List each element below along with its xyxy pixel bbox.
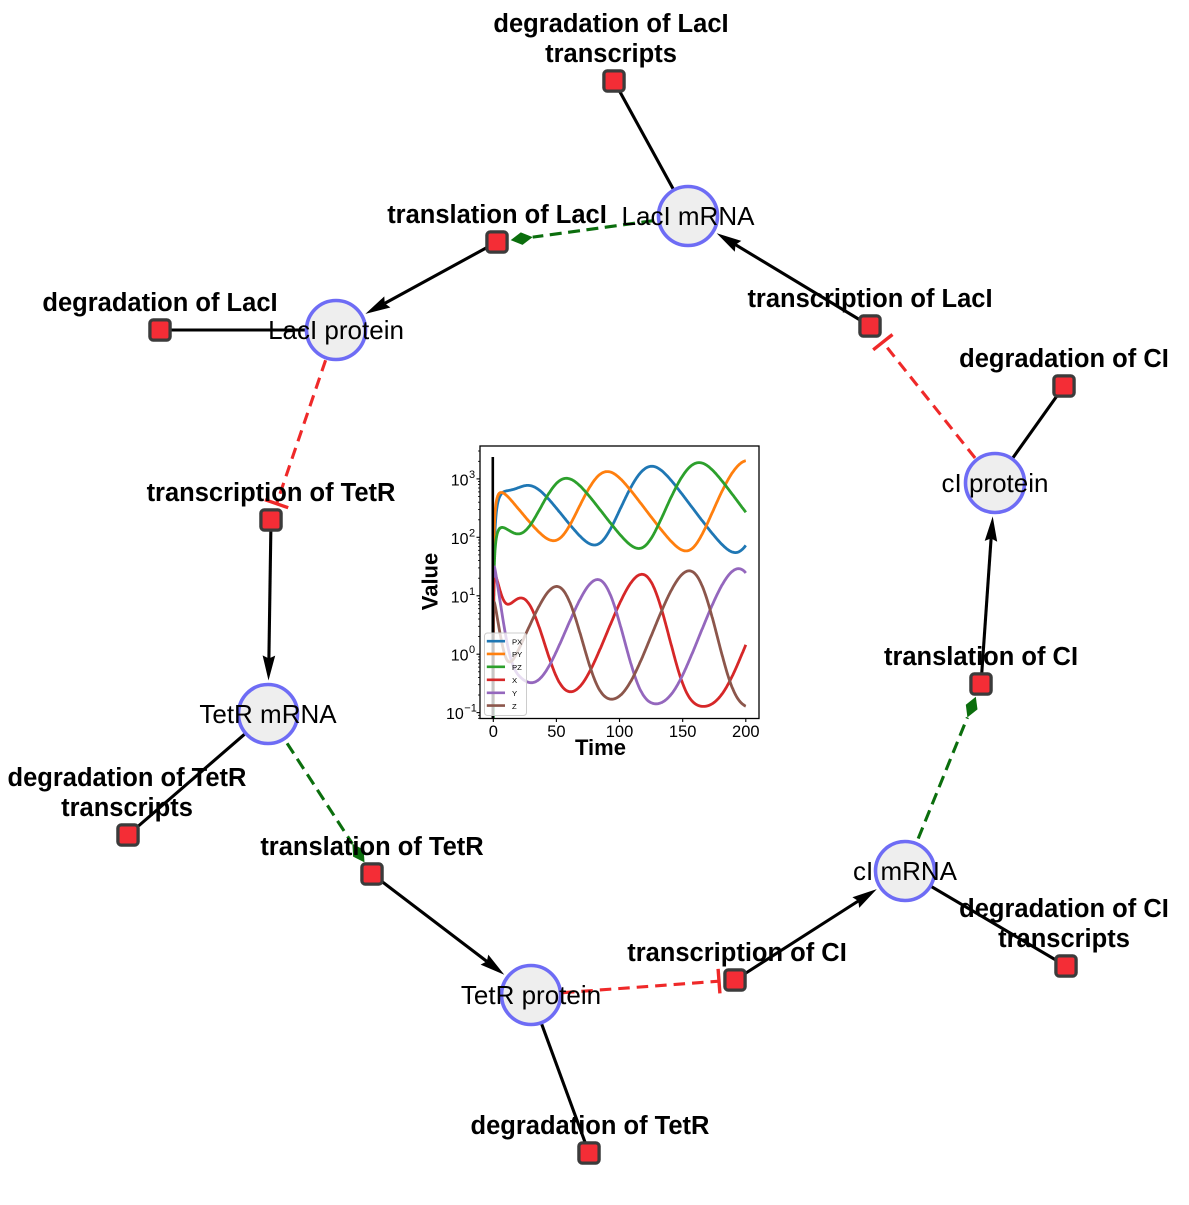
svg-text:transcription of TetR: transcription of TetR — [147, 479, 396, 507]
svg-text:transcripts: transcripts — [998, 925, 1130, 953]
svg-text:degradation of CI: degradation of CI — [959, 345, 1169, 373]
svg-text:degradation of LacI: degradation of LacI — [493, 10, 728, 38]
svg-text:PY: PY — [512, 650, 522, 659]
svg-text:10: 10 — [451, 589, 469, 606]
svg-text:PZ: PZ — [512, 663, 522, 672]
svg-text:translation of TetR: translation of TetR — [260, 833, 483, 861]
svg-text:100: 100 — [606, 723, 634, 741]
svg-text:0: 0 — [489, 723, 498, 741]
svg-text:−1: −1 — [464, 703, 477, 715]
svg-text:degradation of LacI: degradation of LacI — [42, 289, 277, 317]
svg-text:1: 1 — [469, 586, 475, 598]
svg-text:200: 200 — [732, 723, 760, 741]
svg-text:transcription of CI: transcription of CI — [627, 939, 847, 967]
svg-text:LacI protein: LacI protein — [268, 315, 404, 345]
svg-text:Value: Value — [418, 553, 443, 610]
svg-text:cI mRNA: cI mRNA — [853, 856, 958, 886]
svg-text:degradation of TetR: degradation of TetR — [8, 764, 247, 792]
svg-text:degradation of TetR: degradation of TetR — [471, 1112, 710, 1140]
svg-text:10: 10 — [451, 648, 469, 665]
svg-text:translation of CI: translation of CI — [884, 643, 1078, 671]
svg-text:LacI mRNA: LacI mRNA — [622, 201, 756, 231]
svg-text:150: 150 — [669, 723, 697, 741]
svg-text:transcripts: transcripts — [61, 794, 193, 822]
svg-text:10: 10 — [446, 706, 464, 723]
svg-text:Z: Z — [512, 702, 517, 711]
svg-text:0: 0 — [469, 644, 475, 656]
svg-text:cI protein: cI protein — [942, 468, 1049, 498]
svg-text:degradation of CI: degradation of CI — [959, 895, 1169, 923]
svg-text:PX: PX — [512, 637, 522, 646]
svg-text:transcripts: transcripts — [545, 40, 677, 68]
svg-text:transcription of LacI: transcription of LacI — [747, 285, 992, 313]
svg-text:10: 10 — [451, 531, 469, 548]
svg-text:X: X — [512, 676, 517, 685]
svg-text:50: 50 — [547, 723, 565, 741]
svg-text:Y: Y — [512, 689, 517, 698]
svg-text:translation of LacI: translation of LacI — [387, 201, 607, 229]
svg-text:10: 10 — [451, 472, 469, 489]
svg-text:TetR mRNA: TetR mRNA — [199, 699, 337, 729]
svg-text:Time: Time — [575, 735, 626, 760]
svg-text:2: 2 — [469, 527, 475, 539]
svg-text:TetR protein: TetR protein — [461, 980, 601, 1010]
svg-text:3: 3 — [469, 469, 475, 481]
